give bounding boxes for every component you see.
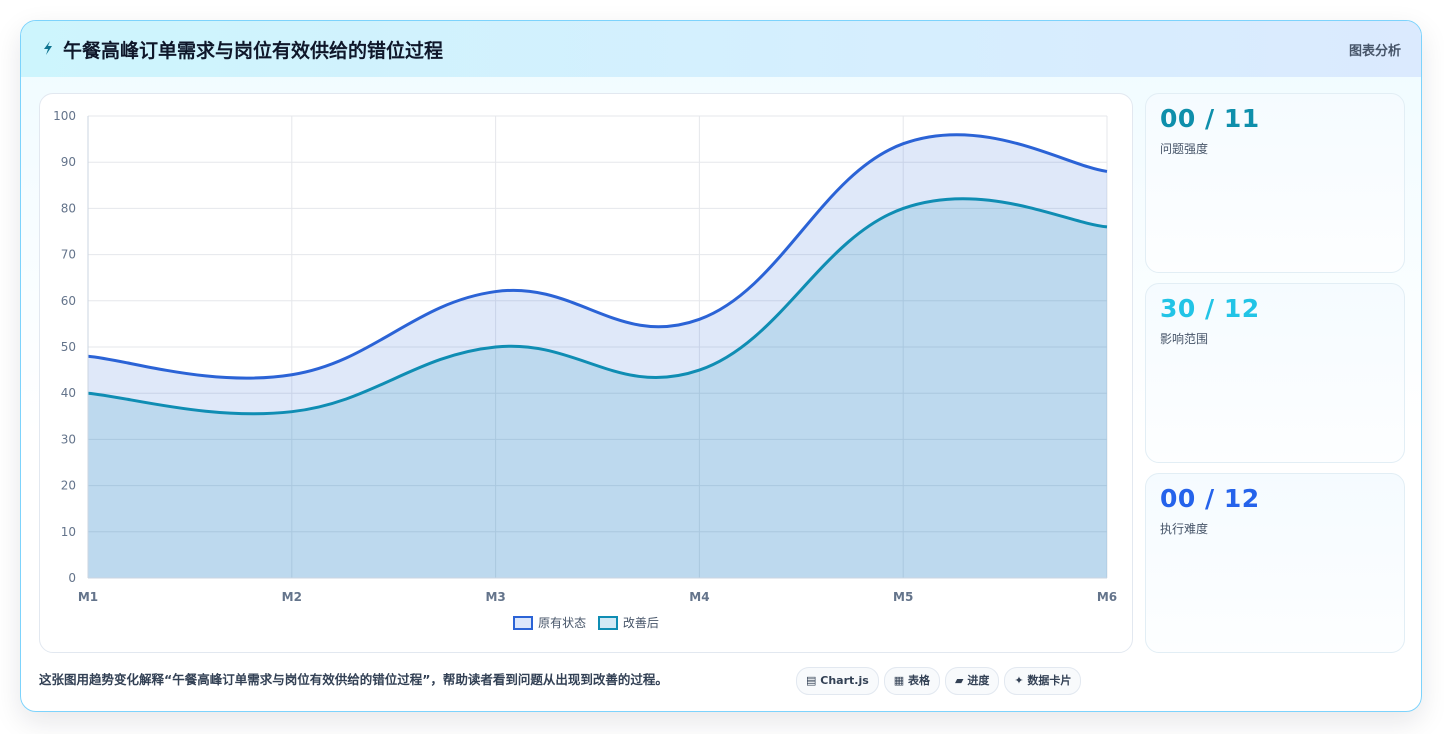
chart-panel: 0 10 20 30 40 50 60 70 80 90 100 M1 M2 M3 M4 M5 M6 原有状态 … <box>39 93 1133 653</box>
chart-icon: ▤ <box>806 674 817 687</box>
area-fill-original <box>88 134 1107 578</box>
series-line-improved <box>87 197 1108 416</box>
y-tick-label: 10 <box>61 525 76 539</box>
y-tick-label: 80 <box>61 201 76 215</box>
legend-swatch-improved <box>597 616 618 630</box>
y-tick-label: 20 <box>61 479 76 493</box>
stat-card-intensity: 00 / 11 问题强度 <box>1145 93 1405 273</box>
chip-label: 进度 <box>967 674 990 687</box>
chip-label: Chart.js <box>820 674 869 687</box>
page-title: 午餐高峰订单需求与岗位有效供给的错位过程 <box>63 40 444 62</box>
legend-item-improved[interactable]: 改善后 <box>597 614 659 631</box>
stat-label: 问题强度 <box>1160 142 1209 156</box>
y-tick-label: 50 <box>61 340 76 354</box>
chip-data-cards[interactable]: ✦ 数据卡片 <box>1004 667 1082 695</box>
series-line-original <box>87 133 1108 380</box>
y-tick-label: 0 <box>68 571 76 585</box>
x-tick-label: M4 <box>689 590 709 604</box>
legend-item-original[interactable]: 原有状态 <box>513 614 586 631</box>
progress-icon: ▰ <box>955 674 964 687</box>
table-icon: ▦ <box>893 674 905 687</box>
stat-card-difficulty: 00 / 12 执行难度 <box>1145 473 1405 653</box>
chip-label: 表格 <box>908 674 931 687</box>
area-fill-improved <box>88 198 1107 578</box>
chip-chartjs[interactable]: ▤ Chart.js <box>796 667 879 695</box>
chip-label: 数据卡片 <box>1027 674 1072 687</box>
y-tick-label: 100 <box>53 109 76 123</box>
stat-value: 00 / 12 <box>1160 484 1260 513</box>
legend-swatch-original <box>513 616 534 630</box>
area-chart: 0 10 20 30 40 50 60 70 80 90 100 M1 M2 M3 M4 M5 M6 <box>53 109 1117 604</box>
stat-value: 30 / 12 <box>1160 294 1260 323</box>
stat-card-scope: 30 / 12 影响范围 <box>1145 283 1405 463</box>
x-tick-label: M1 <box>78 590 98 604</box>
x-tick-label: M6 <box>1097 590 1117 604</box>
chart-card: 午餐高峰订单需求与岗位有效供给的错位过程 图表分析 0 10 20 30 40 50 60 7… <box>20 20 1422 712</box>
y-tick-label: 70 <box>61 248 76 262</box>
sparkle-icon: ✦ <box>1014 674 1024 687</box>
lightning-icon <box>44 41 52 55</box>
y-tick-label: 90 <box>61 155 76 169</box>
stat-label: 影响范围 <box>1160 332 1209 346</box>
stat-value: 00 / 11 <box>1160 104 1260 133</box>
x-tick-label: M2 <box>282 590 302 604</box>
legend-label-improved: 改善后 <box>622 616 659 630</box>
x-tick-label: M3 <box>485 590 505 604</box>
legend-label-original: 原有状态 <box>538 616 587 630</box>
y-tick-label: 30 <box>61 432 76 446</box>
chart-analysis-link[interactable]: 图表分析 <box>1348 44 1401 59</box>
chip-table[interactable]: ▦ 表格 <box>883 667 941 695</box>
x-tick-label: M5 <box>893 590 913 604</box>
tag-chips: ▤ Chart.js ▦ 表格 ▰ 进度 ✦ 数据卡片 <box>796 667 1086 695</box>
stat-label: 执行难度 <box>1160 522 1209 536</box>
card-header: 午餐高峰订单需求与岗位有效供给的错位过程 图表分析 <box>21 21 1421 77</box>
y-tick-label: 60 <box>61 294 76 308</box>
chip-progress[interactable]: ▰ 进度 <box>945 667 1000 695</box>
chart-description: 这张图用趋势变化解释“午餐高峰订单需求与岗位有效供给的错位过程”，帮助读者看到问… <box>39 672 668 687</box>
y-tick-label: 40 <box>61 386 76 400</box>
chart-legend: 原有状态 改善后 <box>40 614 1132 631</box>
